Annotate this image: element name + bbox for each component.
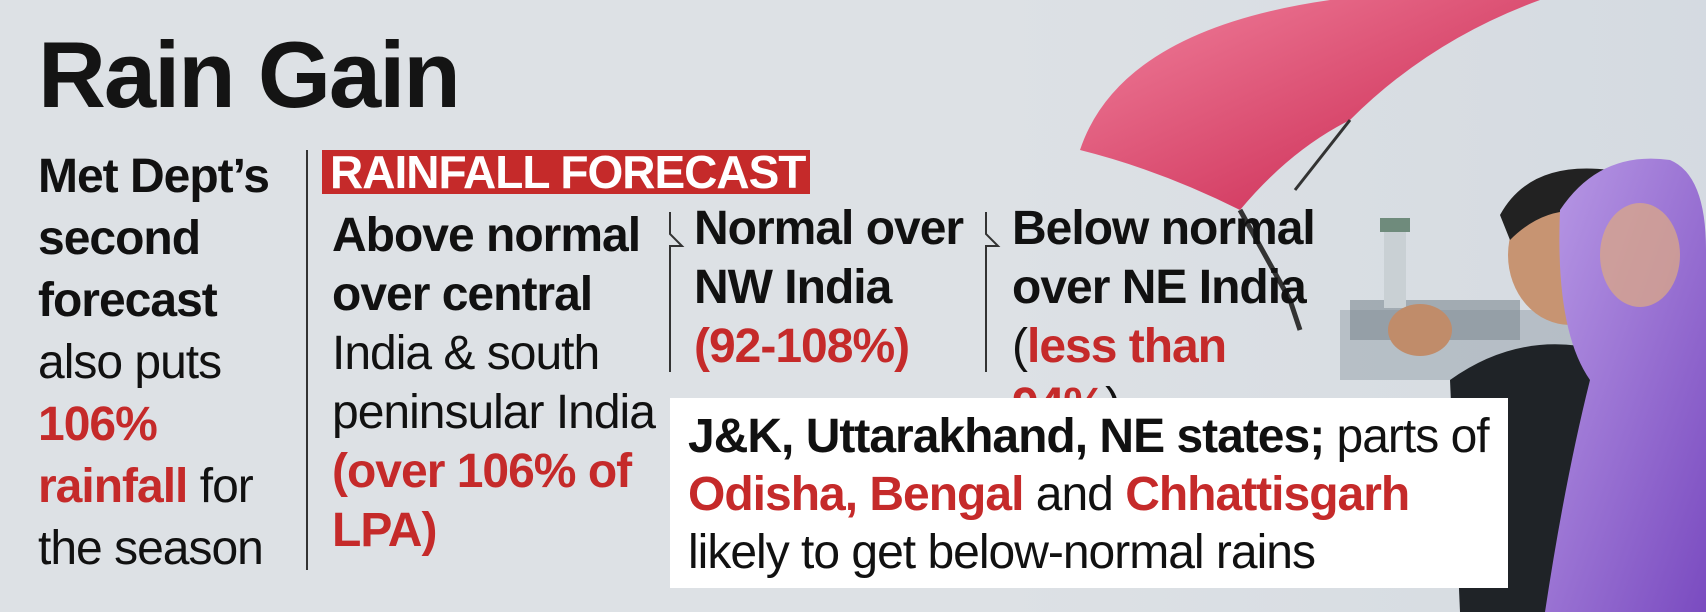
forecast-figure: (over 106% of LPA) xyxy=(332,445,632,557)
note-bold: J&K, Uttarakhand, NE states; xyxy=(688,410,1325,463)
forecast-heading: Above normal over central xyxy=(332,209,641,321)
intro-plain-1: also puts xyxy=(38,336,222,389)
intro-plain-2: for the season xyxy=(38,460,264,575)
bracket-divider xyxy=(985,212,1001,372)
forecast-nw: Normal over NW India (92-108%) xyxy=(694,199,984,376)
forecast-open-paren: ( xyxy=(1012,320,1028,373)
forecast-text: India & south peninsular India xyxy=(332,327,656,439)
intro-bold: Met Dept’s second forecast xyxy=(38,150,270,327)
section-tag: RAINFALL FORECAST xyxy=(322,150,810,194)
forecast-heading: Normal over NW India xyxy=(694,202,964,314)
forecast-central: Above normal over central India & south … xyxy=(332,206,662,560)
bracket-divider xyxy=(669,212,685,372)
note-regions-1: Odisha, Bengal xyxy=(688,468,1024,521)
divider-line xyxy=(306,150,308,570)
note-regions-2: Chhattisgarh xyxy=(1125,468,1410,521)
note-text-1: parts of xyxy=(1336,410,1490,463)
note-text-2: and xyxy=(1035,468,1114,521)
intro-highlight: 106% rainfall xyxy=(38,398,188,513)
forecast-figure: (92-108%) xyxy=(694,320,910,373)
regional-note: J&K, Uttarakhand, NE states; parts of Od… xyxy=(670,398,1508,588)
page-title: Rain Gain xyxy=(38,22,461,127)
intro-text: Met Dept’s second forecast also puts 106… xyxy=(38,146,298,580)
note-text-3: likely to get below-normal rains xyxy=(688,526,1316,579)
forecast-heading: Below normal over NE India xyxy=(1012,202,1316,314)
